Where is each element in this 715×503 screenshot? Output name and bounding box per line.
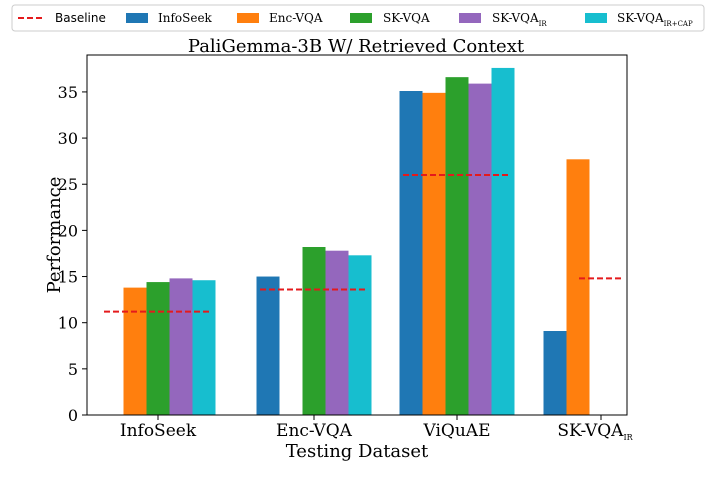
chart-title: PaliGemma-3B W/ Retrieved Context	[188, 36, 525, 57]
bar-viquae-infoseek	[399, 91, 423, 415]
x-tick-label-sk-vqa-ir: SK-VQAIR	[557, 421, 633, 442]
bar-viquae-sk-vqa	[445, 77, 469, 416]
legend-swatch-sk-vqa	[350, 13, 372, 23]
bar-infoseek-enc-vqa	[123, 287, 147, 415]
bar-enc-vqa-infoseek	[256, 276, 280, 415]
y-tick-label: 15	[58, 268, 78, 287]
bar-enc-vqa-sk-vqa-ir	[325, 250, 349, 415]
bar-sk-vqa-ir-infoseek	[543, 331, 567, 415]
y-axis-label: Performance	[44, 177, 65, 294]
legend-label-infoseek: InfoSeek	[158, 11, 213, 25]
y-tick-label: 30	[58, 129, 78, 148]
baseline-lines	[104, 174, 623, 313]
bar-enc-vqa-sk-vqa	[302, 247, 326, 415]
bar-viquae-sk-vqa-ir-cap	[491, 67, 515, 415]
legend-label-sk-vqa-ir-cap: SK-VQAIR+CAP	[617, 11, 693, 28]
legend-label-enc-vqa: Enc-VQA	[269, 11, 323, 25]
bar-infoseek-sk-vqa-ir-cap	[192, 280, 216, 415]
bar-sk-vqa-ir-enc-vqa	[566, 159, 590, 415]
y-tick-label: 35	[58, 83, 78, 102]
bar-viquae-enc-vqa	[422, 92, 446, 415]
x-axis-label: Testing Dataset	[286, 441, 429, 462]
legend-swatch-sk-vqa-ir-cap	[585, 13, 607, 23]
legend-swatch-infoseek	[126, 13, 148, 23]
bar-enc-vqa-sk-vqa-ir-cap	[348, 255, 372, 415]
x-tick-label-infoseek: InfoSeek	[120, 421, 197, 441]
bar-viquae-sk-vqa-ir	[468, 83, 492, 415]
legend-label-sk-vqa: SK-VQA	[383, 11, 430, 25]
y-tick-label: 10	[58, 314, 78, 333]
y-tick-label: 20	[58, 221, 78, 240]
plot-frame	[86, 54, 628, 416]
x-tick-label-viquae: ViQuAE	[423, 421, 491, 441]
x-axis: InfoSeek Enc-VQA ViQuAE SK-VQAIR	[120, 415, 634, 442]
y-tick-label: 0	[68, 406, 78, 425]
legend-label-baseline: Baseline	[55, 11, 106, 25]
bar-infoseek-sk-vqa-ir	[169, 278, 193, 415]
y-tick-label: 25	[58, 175, 78, 194]
y-axis: 0 5 10 15 20 25 30 35	[58, 83, 87, 425]
legend-label-sk-vqa-ir: SK-VQAIR	[492, 11, 547, 28]
y-tick-label: 5	[68, 360, 78, 379]
legend-swatch-sk-vqa-ir	[459, 13, 481, 23]
bars	[123, 67, 590, 416]
legend-swatch-enc-vqa	[237, 13, 259, 23]
bar-infoseek-sk-vqa	[146, 282, 170, 415]
x-tick-label-enc-vqa: Enc-VQA	[276, 421, 353, 441]
legend: Baseline InfoSeek Enc-VQA SK-VQA SK-VQAI…	[11, 4, 705, 32]
